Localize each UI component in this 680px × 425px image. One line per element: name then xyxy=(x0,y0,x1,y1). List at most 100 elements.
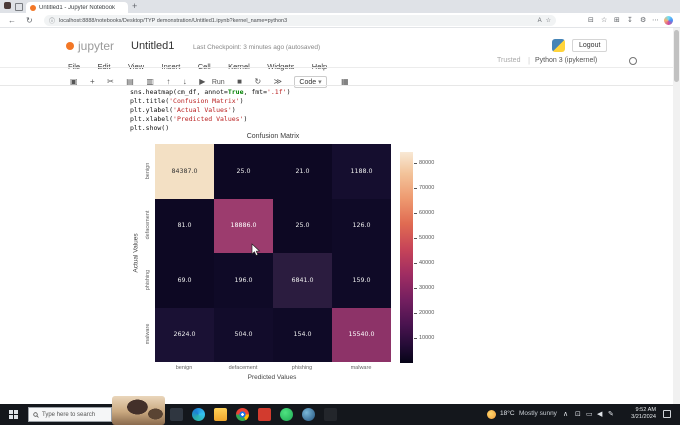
battery-icon[interactable]: ▭ xyxy=(586,411,593,418)
cut-cell-button[interactable]: ✂ xyxy=(107,77,114,86)
jupyter-logo-text[interactable]: jupyter xyxy=(78,39,115,53)
chevron-down-icon: ▾ xyxy=(318,79,322,86)
notebook-toolbar: ▣ + ✂ ▤ ▥ ↑ ↓ ▶ Run ■ ↻ ≫ Code ▾ ▦ xyxy=(70,71,357,89)
menu-help[interactable]: Help xyxy=(311,62,328,71)
tray-device-icon[interactable]: ⊡ xyxy=(575,411,581,418)
command-palette-button[interactable]: ▦ xyxy=(341,77,349,86)
volume-icon[interactable]: ◀ xyxy=(597,411,603,418)
menu-file[interactable]: File xyxy=(68,62,81,71)
back-button[interactable]: ← xyxy=(8,16,16,25)
heatmap-cell: 196.0 xyxy=(214,253,273,308)
notification-center-icon[interactable] xyxy=(663,410,671,418)
split-screen-icon[interactable]: ⊟ xyxy=(588,17,594,24)
copy-cell-button[interactable]: ▤ xyxy=(126,77,134,86)
collections-icon[interactable]: ⊞ xyxy=(614,17,620,24)
url-text[interactable]: localhost:8888/notebooks/Desktop/TYP dem… xyxy=(59,17,288,24)
code-line-4: plt.xlabel('Predicted Values') xyxy=(130,115,248,123)
move-cell-down-button[interactable]: ↓ xyxy=(182,77,187,86)
weather-temp[interactable]: 18°C xyxy=(500,410,515,417)
heatmap-cell: 159.0 xyxy=(332,253,391,308)
browser-profile-icon[interactable] xyxy=(4,2,11,9)
logout-button[interactable]: Logout xyxy=(572,39,608,52)
browser-globe-icon[interactable] xyxy=(302,408,315,421)
browser-tab[interactable]: Untitled1 - Jupyter Notebook xyxy=(26,2,128,13)
menu-edit[interactable]: Edit xyxy=(97,62,111,71)
browser-tab-strip: Untitled1 - Jupyter Notebook + xyxy=(0,0,680,13)
kernel-status-icon xyxy=(629,57,637,65)
heatmap-cell: 154.0 xyxy=(273,307,332,362)
checkpoint-status: Last Checkpoint: 3 minutes ago (autosave… xyxy=(193,44,321,51)
heatmap-cell: 21.0 xyxy=(273,144,332,199)
run-button-icon[interactable]: ▶ xyxy=(199,77,206,86)
colorbar-tick: 70000 xyxy=(414,185,434,191)
colorbar-tick: 60000 xyxy=(414,210,434,216)
settings-gear-icon[interactable]: ⚙ xyxy=(640,17,647,24)
menu-kernel[interactable]: Kernel xyxy=(228,62,250,71)
heatmap-cell: 25.0 xyxy=(273,198,332,253)
dark-app-icon[interactable] xyxy=(324,408,337,421)
paste-cell-button[interactable]: ▥ xyxy=(146,77,154,86)
add-cell-button[interactable]: + xyxy=(90,77,95,86)
menu-widgets[interactable]: Widgets xyxy=(267,62,295,71)
run-button-label[interactable]: Run xyxy=(211,79,225,86)
heatmap-cell: 504.0 xyxy=(214,307,273,362)
tray-date: 3/21/2024 xyxy=(631,414,656,420)
downloads-icon[interactable]: ↧ xyxy=(627,17,633,24)
x-axis-label: Predicted Values xyxy=(247,374,297,381)
scrollbar-thumb[interactable] xyxy=(674,30,679,82)
code-line-3: plt.ylabel('Actual Values') xyxy=(130,106,236,114)
taskbar-search-box[interactable]: Type here to search xyxy=(28,407,112,422)
heatmap-cell: 2624.0 xyxy=(155,307,214,362)
more-menu-icon[interactable]: ⋯ xyxy=(652,17,659,24)
search-placeholder: Type here to search xyxy=(42,411,96,418)
code-cell[interactable]: sns.heatmap(cm_df, annot=True, fmt='.1f'… xyxy=(130,88,290,133)
taskbar: Type here to search 18°C Mostly sunny ∧ … xyxy=(0,404,680,425)
code-line-2: plt.title('Confusion Matrix') xyxy=(130,97,244,105)
new-tab-button[interactable]: + xyxy=(132,1,138,11)
move-cell-up-button[interactable]: ↑ xyxy=(166,77,171,86)
clock[interactable]: 9:52 AM 3/21/2024 xyxy=(620,407,656,421)
weather-icon[interactable] xyxy=(487,410,496,419)
tray-expand-icon[interactable]: ∧ xyxy=(563,411,569,418)
copilot-icon[interactable] xyxy=(664,16,673,25)
file-explorer-icon[interactable] xyxy=(214,408,227,421)
notebook-title[interactable]: Untitled1 xyxy=(131,40,175,52)
favorites-icon[interactable]: ☆ xyxy=(601,17,608,24)
heatmap-cell: 84387.0 xyxy=(155,144,214,199)
page-info-icon[interactable]: ⓘ xyxy=(49,19,56,25)
presenter-webcam-overlay xyxy=(112,396,165,425)
pen-icon[interactable]: ✎ xyxy=(608,411,614,418)
cell-type-select[interactable]: Code ▾ xyxy=(294,76,327,88)
x-tick-phishing: phishing xyxy=(291,365,313,371)
refresh-button[interactable]: ↻ xyxy=(26,16,33,25)
task-view-icon[interactable] xyxy=(170,408,183,421)
cell-type-value: Code xyxy=(299,79,317,86)
colorbar-tick: 10000 xyxy=(414,335,434,341)
heatmap-cell: 81.0 xyxy=(155,198,214,253)
restart-run-all-button[interactable]: ≫ xyxy=(273,77,282,86)
restart-kernel-button[interactable]: ↻ xyxy=(254,77,262,86)
x-tick-malware: malware xyxy=(350,365,372,371)
colorbar xyxy=(400,152,413,363)
edge-icon[interactable] xyxy=(192,408,205,421)
weather-desc[interactable]: Mostly sunny xyxy=(519,410,557,417)
x-tick-benign: benign xyxy=(175,365,193,371)
stop-button[interactable]: ■ xyxy=(237,77,242,86)
menu-view[interactable]: View xyxy=(127,62,145,71)
read-aloud-icon[interactable]: A xyxy=(537,17,542,24)
favorite-star-icon[interactable]: ☆ xyxy=(545,18,551,24)
menu-cell[interactable]: Cell xyxy=(197,62,211,71)
colorbar-tick: 40000 xyxy=(414,260,434,266)
address-bar[interactable]: ⓘ localhost:8888/notebooks/Desktop/TYP d… xyxy=(44,15,556,26)
menubar-divider xyxy=(0,67,673,68)
save-button[interactable]: ▣ xyxy=(70,77,78,86)
x-tick-defacement: defacement xyxy=(228,365,258,371)
chrome-icon[interactable] xyxy=(236,408,249,421)
whatsapp-icon[interactable] xyxy=(280,408,293,421)
tab-actions-icon[interactable] xyxy=(15,3,23,11)
page-scrollbar[interactable] xyxy=(673,28,680,404)
menu-insert[interactable]: Insert xyxy=(161,62,181,71)
red-app-icon[interactable] xyxy=(258,408,271,421)
browser-toolbar: ← ↻ ⓘ localhost:8888/notebooks/Desktop/T… xyxy=(0,13,680,28)
start-button[interactable] xyxy=(0,404,28,425)
